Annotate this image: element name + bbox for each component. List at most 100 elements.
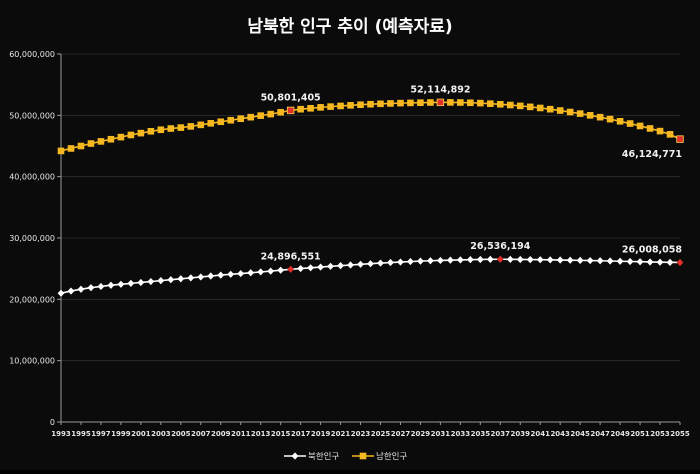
data-point	[267, 110, 274, 118]
data-point	[87, 284, 95, 292]
x-tick-label: 2021	[331, 430, 351, 438]
data-point	[377, 259, 384, 267]
data-point	[247, 269, 255, 277]
legend-label: 북한인구	[308, 451, 339, 462]
data-point	[187, 123, 195, 130]
data-point	[626, 120, 634, 127]
data-point	[536, 256, 544, 264]
data-point	[227, 116, 235, 124]
axes: 0 10,000,000 20,000,000 30,000,000 40,000,00…	[9, 50, 690, 438]
data-point	[107, 281, 115, 289]
data-point	[397, 99, 404, 107]
data-point	[347, 261, 354, 269]
data-point	[197, 121, 205, 129]
x-tick-label: 2011	[231, 430, 251, 438]
legend: 북한인구 남한인구	[284, 451, 407, 462]
x-tick-label: 2001	[131, 430, 151, 438]
series-south-korea	[57, 98, 684, 155]
data-point	[187, 274, 195, 282]
x-tick-label: 2037	[491, 430, 511, 438]
data-point	[317, 104, 324, 111]
data-point	[556, 256, 564, 264]
data-point	[367, 100, 374, 108]
x-tick-label: 2025	[371, 430, 391, 438]
data-point	[107, 135, 115, 143]
data-point	[616, 117, 624, 125]
data-point	[157, 126, 165, 134]
data-point	[656, 258, 664, 266]
data-point	[457, 99, 464, 106]
data-point	[127, 279, 135, 287]
x-tick-label: 2047	[590, 430, 610, 438]
data-label: 26,008,058	[622, 244, 682, 255]
x-tick-label: 2003	[151, 430, 171, 438]
data-point	[656, 127, 664, 135]
data-point	[387, 258, 394, 267]
data-point	[596, 257, 604, 265]
data-label: 50,801,405	[261, 92, 321, 103]
data-label: 24,896,551	[261, 251, 321, 262]
x-tick-label: 2029	[411, 430, 431, 438]
data-point	[606, 257, 614, 265]
data-point	[576, 256, 584, 264]
y-tick-label: 60,000,000	[9, 50, 55, 59]
legend-label: 남한인구	[376, 451, 407, 462]
data-point	[267, 267, 275, 275]
data-point	[556, 107, 564, 114]
data-point	[307, 264, 314, 272]
data-point	[427, 99, 434, 106]
x-tick-label: 1999	[111, 430, 131, 438]
x-tick-label: 2015	[271, 430, 291, 438]
data-point	[496, 255, 504, 263]
data-point	[257, 112, 264, 119]
data-point	[486, 255, 494, 263]
data-point	[636, 258, 644, 266]
data-point	[197, 273, 205, 281]
data-point	[417, 99, 424, 106]
data-point	[307, 104, 314, 112]
x-tick-label: 1993	[51, 430, 71, 438]
data-point	[377, 100, 384, 108]
x-tick-label: 1995	[71, 430, 91, 438]
data-point	[476, 255, 484, 264]
y-tick-label: 50,000,000	[9, 111, 55, 120]
data-point	[117, 280, 125, 288]
data-point	[566, 108, 574, 116]
data-point	[87, 140, 95, 147]
data-point	[207, 272, 215, 280]
data-point	[217, 118, 225, 126]
data-point	[526, 103, 534, 111]
x-tick-label: 2043	[550, 430, 570, 438]
data-point	[576, 110, 584, 117]
data-point	[516, 255, 524, 264]
data-point	[546, 105, 554, 113]
data-point	[477, 99, 484, 107]
x-tick-label: 2045	[570, 430, 590, 438]
y-tick-label: 30,000,000	[9, 234, 55, 243]
data-point	[397, 258, 404, 266]
data-point	[586, 256, 594, 265]
data-point	[546, 256, 554, 264]
data-point	[676, 258, 684, 267]
data-point	[327, 262, 334, 270]
data-point	[496, 100, 504, 108]
x-tick-label: 2019	[311, 430, 331, 438]
x-tick-label: 2013	[251, 430, 271, 438]
data-point	[626, 257, 634, 266]
data-label: 26,536,194	[470, 241, 530, 252]
y-tick-label: 0	[50, 418, 55, 427]
data-point	[97, 282, 105, 291]
legend-marker	[359, 452, 367, 460]
data-point	[666, 131, 674, 138]
data-point	[57, 147, 65, 155]
data-point	[407, 99, 414, 107]
data-point	[137, 278, 145, 287]
data-point	[646, 125, 654, 132]
data-point	[317, 263, 324, 271]
data-point	[97, 138, 105, 145]
data-point	[357, 260, 364, 268]
legend-marker	[291, 452, 299, 460]
legend-item: 북한인구	[284, 451, 339, 462]
x-tick-label: 2031	[431, 430, 451, 438]
